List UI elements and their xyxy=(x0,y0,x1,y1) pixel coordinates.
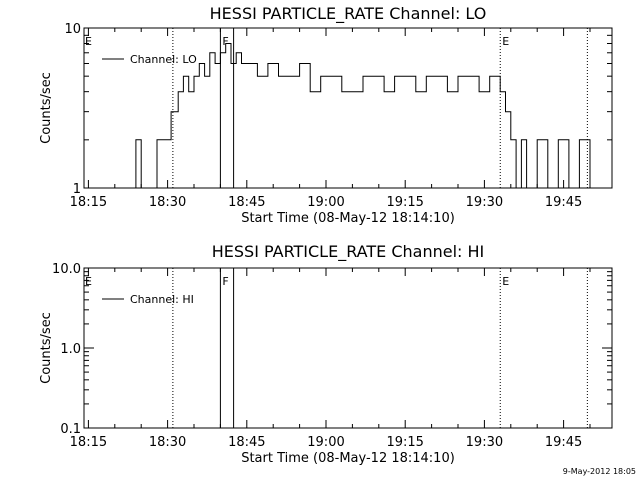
panel-hi: HESSI PARTICLE_RATE Channel: HI 18:15 18:3… xyxy=(39,242,613,466)
x-tick-label: 18:15 xyxy=(70,195,107,210)
chart-title: HESSI PARTICLE_RATE Channel: LO xyxy=(210,4,487,24)
legend-label: Channel: LO xyxy=(130,53,197,66)
x-tick-label: 18:30 xyxy=(149,195,186,210)
y-axis-label: Counts/sec xyxy=(39,312,54,384)
legend-label: Channel: HI xyxy=(130,293,194,306)
annotation-label: E xyxy=(502,275,509,288)
x-tick-label: 19:15 xyxy=(386,435,423,450)
x-tick-label: 19:30 xyxy=(466,435,503,450)
x-tick-label: 19:00 xyxy=(307,195,344,210)
y-tick-label: 10 xyxy=(64,22,81,37)
y-tick-label: 1 xyxy=(73,182,81,197)
x-axis-label: Start Time (08-May-12 18:14:10) xyxy=(241,211,455,226)
x-tick-label: 18:45 xyxy=(228,435,265,450)
y-tick-label: 10.0 xyxy=(52,262,81,277)
x-tick-label: 18:45 xyxy=(228,195,265,210)
series-line-0 xyxy=(84,43,591,189)
x-tick-label: 18:30 xyxy=(149,435,186,450)
x-tick-label: 19:45 xyxy=(545,435,582,450)
y-axis-label: Counts/sec xyxy=(39,72,54,144)
annotation-label: F xyxy=(222,35,228,48)
x-tick-label: 19:30 xyxy=(466,195,503,210)
panel-lo: HESSI PARTICLE_RATE Channel: LO 18:15 18:3… xyxy=(39,4,613,226)
annotation-label: E xyxy=(85,275,92,288)
x-tick-label: 18:15 xyxy=(70,435,107,450)
y-tick-label: 0.1 xyxy=(60,422,81,437)
x-tick-label: 19:15 xyxy=(386,195,423,210)
x-axis-label: Start Time (08-May-12 18:14:10) xyxy=(241,451,455,466)
annotation-label: F xyxy=(222,275,228,288)
annotation-label: E xyxy=(85,35,92,48)
chart-title: HESSI PARTICLE_RATE Channel: HI xyxy=(212,242,485,262)
plot-frame xyxy=(83,27,613,189)
annotation-label: E xyxy=(502,35,509,48)
plot-timestamp: 9-May-2012 18:05 xyxy=(563,467,636,476)
x-tick-label: 19:00 xyxy=(307,435,344,450)
x-tick-label: 19:45 xyxy=(545,195,582,210)
plot-frame xyxy=(83,267,613,429)
y-tick-label: 1.0 xyxy=(60,342,81,357)
